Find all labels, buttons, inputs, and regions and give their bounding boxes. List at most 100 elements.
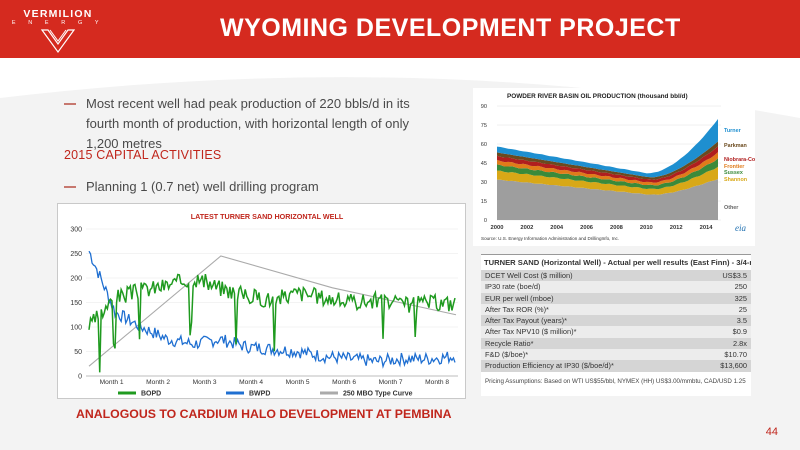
- legend-label: Other: [724, 205, 739, 211]
- area-frontier: [497, 152, 718, 186]
- row-value: $13,600: [720, 361, 747, 371]
- x-tick-label: Month 7: [379, 379, 403, 386]
- y-tick-label: 100: [70, 325, 82, 332]
- legend-label: 250 MBO Type Curve: [343, 391, 413, 398]
- y-tick-label: 15: [481, 199, 487, 205]
- x-tick-label: 2012: [670, 225, 683, 231]
- table-row: Recycle Ratio* 2.8x: [481, 337, 751, 350]
- row-label: DCET Well Cost ($ million): [485, 271, 573, 280]
- turner-results-table: TURNER SAND (Horizontal Well) - Actual p…: [481, 254, 751, 396]
- table-row: F&D ($/boe)* $10.70: [481, 349, 751, 361]
- legend-label: Niobrara-Codell: [724, 157, 755, 163]
- logo-chevron-icon: [40, 29, 76, 54]
- legend-label: BWPD: [249, 391, 270, 398]
- turner-well-chart-svg: LATEST TURNER SAND HORIZONTAL WELL 0 50 10…: [70, 212, 458, 398]
- y-tick-label: 250: [70, 251, 82, 258]
- legend-label: Parkman: [724, 143, 747, 149]
- series-line-type-curve: [88, 255, 457, 367]
- table-row: After Tax NPV10 ($ million)* $0.9: [481, 326, 751, 338]
- y-tick-label: 30: [481, 180, 487, 186]
- bullet-dash-icon: [64, 103, 76, 105]
- logo-name: VERMILION: [23, 8, 93, 20]
- area-niobrara-codell: [497, 146, 718, 183]
- row-value: 3.5: [736, 316, 747, 326]
- legend-label: Frontier: [724, 164, 745, 170]
- area-shannon: [497, 166, 718, 195]
- row-label: After Tax ROR (%)*: [485, 304, 549, 314]
- row-value: 2.8x: [733, 338, 747, 348]
- table-row: Production Efficiency at IP30 ($/boe/d)*…: [481, 360, 751, 372]
- series-line-bopd: [88, 273, 456, 373]
- area-other: [497, 179, 718, 220]
- analogous-caption: ANALOGOUS TO CARDIUM HALO DEVELOPMENT AT…: [76, 407, 452, 421]
- row-value: $10.70: [724, 350, 747, 360]
- x-tick-label: Month 3: [193, 379, 217, 386]
- chart-source: Source: U.S. Energy Information Administ…: [481, 236, 619, 241]
- bullet-drilling-program: Planning 1 (0.7 net) well drilling progr…: [64, 177, 444, 197]
- x-tick-label: 2014: [700, 225, 714, 231]
- powder-river-chart: POWDER RIVER BASIN OIL PRODUCTION (thous…: [473, 88, 755, 246]
- table-title: TURNER SAND (Horizontal Well) - Actual p…: [484, 258, 751, 267]
- logo-subtitle: E N E R G Y: [11, 20, 105, 26]
- row-label: EUR per well (mboe): [485, 293, 554, 303]
- page-number: 44: [765, 426, 778, 438]
- bullet-text: Planning 1 (0.7 net) well drilling progr…: [86, 179, 319, 194]
- x-tick-label: Month 2: [146, 379, 170, 386]
- legend-label: BOPD: [141, 391, 161, 398]
- table-row: EUR per well (mboe) 325: [481, 292, 751, 304]
- y-tick-label: 90: [481, 104, 487, 110]
- table-row: DCET Well Cost ($ million) US$3.5: [481, 270, 751, 282]
- bullet-dash-icon: [64, 186, 76, 188]
- row-label: After Tax Payout (years)*: [485, 316, 568, 326]
- table-footnote: Pricing Assumptions: Based on WTI US$55/…: [485, 377, 746, 385]
- y-tick-label: 0: [484, 218, 487, 224]
- chart-title: LATEST TURNER SAND HORIZONTAL WELL: [191, 212, 344, 221]
- y-tick-label: 45: [481, 161, 487, 167]
- x-tick-label: 2006: [580, 225, 594, 231]
- x-tick-label: Month 6: [332, 379, 356, 386]
- vermilion-logo: VERMILION E N E R G Y: [10, 4, 110, 54]
- x-tick-label: Month 4: [239, 379, 263, 386]
- row-value: US$3.5: [722, 271, 747, 280]
- row-label: Recycle Ratio*: [485, 338, 534, 348]
- x-tick-label: Month 1: [100, 379, 124, 386]
- eia-logo: eia: [735, 223, 746, 233]
- turner-well-chart: LATEST TURNER SAND HORIZONTAL WELL 0 50 10…: [57, 203, 466, 399]
- row-value: 250: [734, 282, 747, 292]
- x-tick-label: 2008: [610, 225, 624, 231]
- x-tick-label: 2002: [520, 225, 533, 231]
- row-label: After Tax NPV10 ($ million)*: [485, 327, 577, 337]
- table-row: IP30 rate (boe/d) 250: [481, 281, 751, 293]
- chart-title: POWDER RIVER BASIN OIL PRODUCTION (thous…: [507, 93, 688, 100]
- row-label: Production Efficiency at IP30 ($/boe/d)*: [485, 361, 614, 371]
- row-value: $0.9: [732, 327, 747, 337]
- page-title: WYOMING DEVELOPMENT PROJECT: [220, 14, 681, 42]
- y-tick-label: 0: [78, 374, 82, 381]
- y-tick-label: 50: [74, 349, 82, 356]
- y-tick-label: 75: [481, 123, 487, 129]
- series-line-bwpd: [88, 250, 456, 369]
- legend-label: Turner: [724, 128, 742, 134]
- x-tick-label: 2010: [640, 225, 653, 231]
- powder-river-chart-svg: POWDER RIVER BASIN OIL PRODUCTION (thous…: [481, 93, 755, 241]
- row-value: 325: [734, 293, 747, 303]
- table-row: After Tax ROR (%)* 25: [481, 303, 751, 316]
- x-tick-label: Month 5: [286, 379, 310, 386]
- bullet-peak-production: Most recent well had peak production of …: [64, 94, 444, 154]
- row-value: 25: [738, 304, 747, 314]
- x-tick-label: 2000: [491, 225, 504, 231]
- header-bar: VERMILION E N E R G Y WYOMING DEVELOPMEN…: [0, 0, 800, 58]
- x-tick-label: 2004: [550, 225, 564, 231]
- area-sussex: [497, 158, 718, 190]
- legend-label: Sussex: [724, 170, 743, 176]
- capital-activities-title: 2015 CAPITAL ACTIVITIES: [64, 148, 222, 162]
- legend-label: Shannon: [724, 177, 747, 183]
- row-label: IP30 rate (boe/d): [485, 282, 541, 292]
- row-label: F&D ($/boe)*: [485, 350, 529, 360]
- y-tick-label: 300: [70, 227, 82, 234]
- bullet-text: Most recent well had peak production of …: [86, 96, 410, 151]
- area-parkman: [497, 141, 718, 180]
- x-tick-label: Month 8: [425, 379, 449, 386]
- table-row: After Tax Payout (years)* 3.5: [481, 315, 751, 327]
- y-tick-label: 60: [481, 142, 487, 148]
